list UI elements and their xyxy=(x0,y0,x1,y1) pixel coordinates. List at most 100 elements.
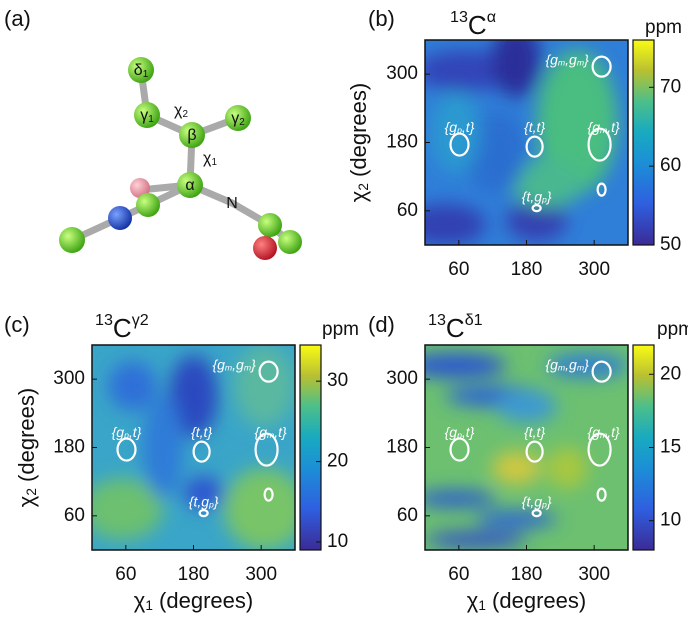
annotation-part: m xyxy=(225,362,232,372)
heatmap-blob xyxy=(546,447,588,489)
annotation-part: m xyxy=(600,430,607,440)
annotation-part: {g xyxy=(255,424,268,440)
annotation-part: m xyxy=(577,57,584,67)
annotation-part: {t,g xyxy=(189,493,209,509)
y-axis-label-part: χ xyxy=(14,495,39,507)
annotation-part: {g xyxy=(588,119,601,135)
heatmap-blob xyxy=(425,490,497,507)
contour xyxy=(449,132,470,157)
y-axis-label-part: (degrees) xyxy=(14,388,39,488)
annotation-part: } xyxy=(212,493,219,509)
heatmap-field xyxy=(425,40,618,245)
annotation-part: m xyxy=(558,362,565,372)
colorbar-tick-label: 10 xyxy=(327,531,348,552)
atom-label-part: δ xyxy=(134,62,143,79)
colorbar-tick-label: 10 xyxy=(660,510,681,531)
y-axis-label: χ2 (degrees) xyxy=(14,388,39,507)
annotation-part: ,g xyxy=(232,356,244,372)
contour xyxy=(254,432,279,467)
contour xyxy=(591,360,612,383)
annotation-part: } xyxy=(582,356,589,372)
heatmap-blob xyxy=(92,478,164,540)
annotation: {gp,t} xyxy=(445,119,475,135)
panel-label: (d) xyxy=(368,312,395,337)
atom-label-part: γ xyxy=(140,107,148,124)
colorbar-tick-label: 70 xyxy=(660,76,681,97)
atom-label-part: 2 xyxy=(182,109,188,120)
annotation: {t,gp} xyxy=(522,188,552,204)
map-title-part: 13 xyxy=(450,8,468,26)
y-tick-label: 300 xyxy=(53,368,85,389)
atom-label: α xyxy=(185,177,194,194)
annotation-part: } xyxy=(545,188,552,204)
panel-label: (a) xyxy=(4,6,31,31)
x-axis-label-part: (degrees) xyxy=(153,588,253,613)
heatmap-blob xyxy=(183,476,224,509)
map-title-part: δ1 xyxy=(465,311,483,329)
contour xyxy=(449,437,470,462)
y-axis-label-part: χ xyxy=(346,190,371,202)
heatmap-blob xyxy=(506,199,568,241)
heatmap-blob xyxy=(475,511,557,528)
y-axis-label-part: (degrees) xyxy=(346,83,371,183)
y-axis-label-part: 2 xyxy=(24,488,39,496)
atom-label: N xyxy=(226,195,238,212)
heatmap-field xyxy=(425,353,628,548)
annotation-part: p xyxy=(541,500,547,510)
x-axis-label-part: (degrees) xyxy=(486,588,586,613)
x-axis-label-part: 1 xyxy=(478,598,486,613)
contour xyxy=(198,508,209,518)
atom-label-part: N xyxy=(226,195,238,212)
map-title-part: 13 xyxy=(428,311,446,329)
atom-label-part: χ xyxy=(174,102,183,119)
panel-label: (b) xyxy=(368,6,395,31)
contour xyxy=(587,127,612,162)
y-tick-label: 180 xyxy=(386,132,418,153)
heatmap-blob xyxy=(425,353,507,378)
annotation: {t,t} xyxy=(191,424,212,440)
heatmap-blob xyxy=(465,111,527,194)
y-tick-label: 60 xyxy=(397,200,418,221)
atom-label: γ1 xyxy=(140,107,154,124)
y-tick-label: 300 xyxy=(386,368,418,389)
annotation-part: p xyxy=(541,195,547,205)
annotation: {gp,t} xyxy=(445,424,475,440)
heatmap-blob xyxy=(425,531,527,548)
y-tick-label: 60 xyxy=(397,505,418,526)
atom-label-part: 1 xyxy=(143,69,149,80)
molecule xyxy=(59,57,302,260)
x-tick-label: 180 xyxy=(178,564,210,585)
map-title: 13Cα xyxy=(450,8,496,40)
annotation-part: ,g xyxy=(565,51,577,67)
annotation: {gm,t} xyxy=(588,119,620,135)
map-title: 13Cδ1 xyxy=(428,311,483,343)
annotation-part: ,t} xyxy=(129,424,142,440)
x-tick-label: 60 xyxy=(115,564,136,585)
y-tick-label: 180 xyxy=(386,437,418,458)
annotation: {gm,gm} xyxy=(212,356,256,372)
x-tick-label: 300 xyxy=(578,564,610,585)
map-title-part: γ2 xyxy=(132,311,149,329)
heatmap-blob xyxy=(223,468,295,550)
annotation: {t,t} xyxy=(524,119,545,135)
annotation-part: {t,t} xyxy=(191,424,212,440)
heatmap-blob xyxy=(536,50,618,194)
annotation-part: {t,g xyxy=(522,188,542,204)
annotation-part: {g xyxy=(588,424,601,440)
x-axis-label-part: χ xyxy=(134,588,146,613)
annotation-part: p xyxy=(456,125,462,135)
y-axis-label-part: 2 xyxy=(356,183,371,191)
colorbar-tick-label: 60 xyxy=(660,155,681,176)
annotation-part: {g xyxy=(445,424,458,440)
colorbar-tick-label: 15 xyxy=(660,437,681,458)
annotation-part: {g xyxy=(545,51,558,67)
x-tick-label: 60 xyxy=(448,259,469,280)
annotation-part: {t,t} xyxy=(524,119,545,135)
y-tick-label: 60 xyxy=(64,505,85,526)
heatmap-blob xyxy=(510,158,584,209)
contour xyxy=(525,135,544,158)
y-tick-label: 180 xyxy=(53,437,85,458)
annotation: {gm,t} xyxy=(255,424,287,440)
heatmap-blob xyxy=(142,396,184,499)
annotation-part: p xyxy=(456,430,462,440)
